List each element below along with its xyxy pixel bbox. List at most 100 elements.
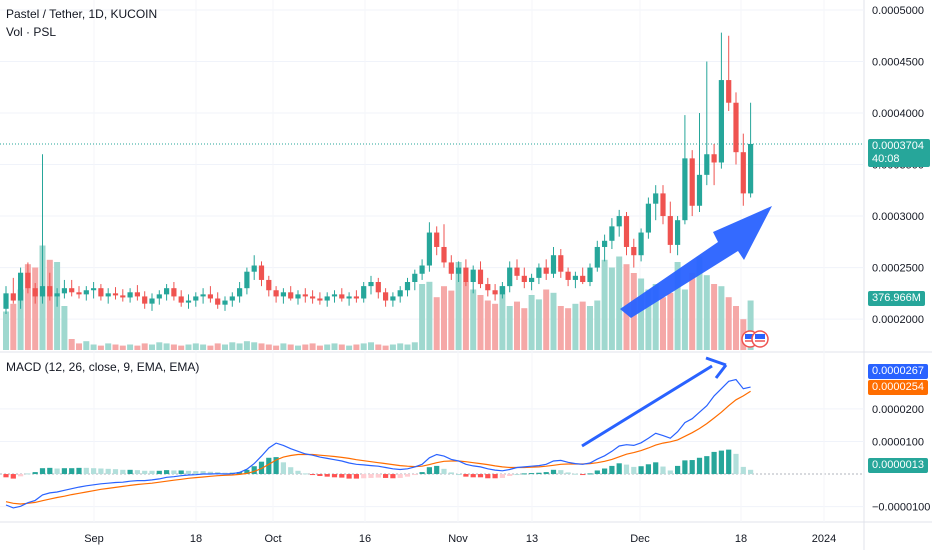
volume-bar [316,345,323,350]
macd-histogram-bar [587,473,593,475]
macd-histogram-bar [317,474,323,476]
candle-body [3,293,9,309]
macd-histogram-bar [244,469,250,475]
volume-bar [696,256,703,350]
macd-histogram-bar [507,474,513,476]
volume-bar [638,278,645,350]
candle-body [310,296,316,299]
volume-bar [470,289,477,350]
volume-bar [76,343,82,350]
macd-histogram-bar [361,474,367,479]
candle-body [653,193,659,204]
chart-title: Pastel / Tether, 1D, KUCOIN [6,7,158,21]
volume-bar [90,344,97,350]
macd-histogram-bar [368,474,374,478]
macd-histogram-bar [61,468,67,475]
volume-bar [251,342,258,350]
volume-bar [477,295,484,350]
candle-body [485,284,491,291]
candle-body [361,286,367,299]
candle-body [185,300,192,303]
macd-histogram-bar [726,449,732,475]
macd-histogram-bar [660,466,666,475]
candle-body [18,272,24,301]
macd-histogram-bar [69,468,75,475]
macd-histogram-bar [54,468,60,475]
macd-histogram-bar [164,470,170,475]
candle-body [339,294,345,299]
macd-histogram-bar [353,474,359,479]
trend-line-macd-3 [714,364,728,379]
volume-bar [718,286,725,350]
macd-histogram-bar [18,474,24,477]
candle-body [740,152,746,194]
macd-histogram [3,449,754,479]
macd-histogram-bar [499,474,505,478]
candle-body [565,271,571,280]
macd-histogram-bar [83,467,89,475]
macd-histogram-bar [667,470,673,475]
volume-bar [689,273,696,350]
volume-bar [163,343,170,350]
volume-bar [346,345,353,350]
volume-bar [280,343,287,350]
volume-bar [229,342,236,350]
macd-histogram-bar [718,450,724,475]
volume-bar [660,297,666,350]
candle-body [623,216,630,247]
event-flags[interactable] [741,330,769,348]
candle-body [47,286,53,297]
macd-histogram-bar [412,474,418,476]
macd-value-tag: 0.0000267 [868,364,928,379]
time-tick-label: 13 [526,533,538,545]
time-tick-label: Sep [84,533,104,545]
volume-bar [222,344,228,350]
volume-bar [112,344,119,350]
candle-body [536,267,542,278]
candle-body [675,220,681,245]
candle-body [726,80,732,103]
macd-histogram-bar [682,460,688,475]
candle-body [375,282,381,293]
volume-bar [492,303,499,350]
macd-histogram-bar [171,470,177,475]
candle-body [215,298,221,305]
macd-histogram-bar [675,465,681,475]
volume-bar [397,343,404,350]
macd-histogram-bar [631,466,637,475]
volume-bar [725,297,732,350]
candle-body [324,296,330,301]
macd-histogram-bar [76,467,82,475]
macd-histogram-bar [222,472,228,475]
candle-body [346,296,352,299]
event-flag-canton [755,334,765,339]
volume-bar [528,295,535,350]
volume-bar [411,342,418,350]
macd-tick-label: 0.0000100 [872,436,924,448]
volume-bar [17,289,24,350]
candle-body [529,277,535,282]
candle-body [76,292,82,295]
candle-body [426,232,432,266]
macd-histogram-bar [339,474,345,478]
macd-histogram-bar [280,462,286,475]
volume-bar [521,308,528,350]
candle-body [251,265,257,272]
macd-histogram-bar [456,474,462,476]
macd-histogram-bar [310,474,316,476]
candle-body [91,288,97,291]
volume-bar [733,306,739,350]
macd-histogram-bar [616,463,622,475]
macd-histogram-bar [653,462,659,475]
macd-histogram-bar [156,470,162,475]
candle-body [83,290,89,295]
candle-body [280,292,286,297]
macd-histogram-bar [521,473,527,475]
histogram-value-tag: 0.0000013 [868,458,928,473]
macd-histogram-bar [185,470,192,475]
volume-bar [105,343,112,350]
candle-body [748,143,754,194]
volume-bar [426,281,433,350]
macd-histogram-bar [594,470,600,475]
